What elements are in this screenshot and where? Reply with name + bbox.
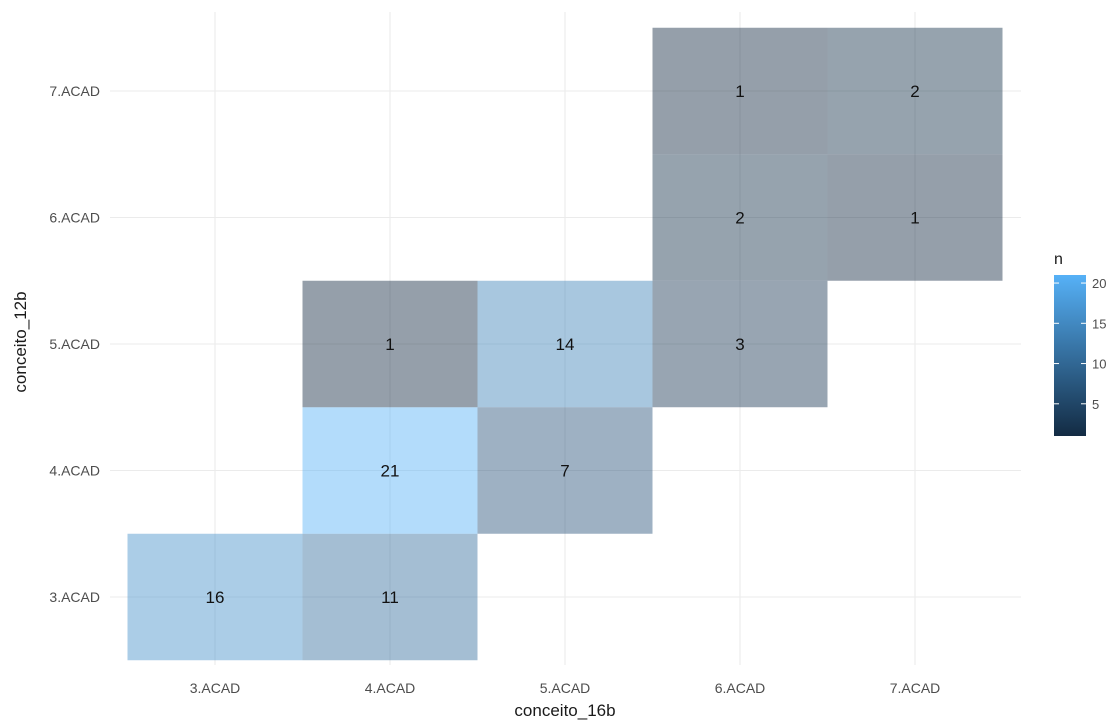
- heatmap-cells: [127, 27, 1003, 661]
- cell-value-label: 14: [556, 335, 575, 354]
- heatmap-cell: [302, 280, 478, 408]
- heatmap-cell: [302, 533, 478, 661]
- cell-value-label: 21: [381, 462, 400, 481]
- legend-tick-label: 20: [1092, 276, 1106, 291]
- cell-value-label: 2: [735, 209, 744, 228]
- cell-value-label: 11: [381, 588, 399, 607]
- y-axis-title: conceito_12b: [11, 291, 30, 392]
- x-tick-label: 6.ACAD: [715, 680, 766, 696]
- legend-tick-label: 10: [1092, 357, 1106, 372]
- heatmap-cell: [477, 407, 653, 534]
- heatmap-cell: [477, 280, 653, 408]
- heatmap-cell: [652, 27, 828, 155]
- cell-value-label: 3: [735, 335, 744, 354]
- heatmap-cell: [827, 27, 1003, 155]
- cell-value-label: 1: [735, 82, 744, 101]
- cell-value-label: 7: [560, 462, 569, 481]
- cell-value-label: 1: [910, 209, 919, 228]
- x-axis-title: conceito_16b: [514, 701, 615, 720]
- heatmap-cell: [652, 154, 828, 281]
- heatmap-cell: [652, 280, 828, 408]
- fill-legend: n 5 10 15 20: [1054, 251, 1106, 436]
- legend-ticks: 5 10 15 20: [1054, 276, 1106, 412]
- y-axis-tick-labels: 3.ACAD 4.ACAD 5.ACAD 6.ACAD 7.ACAD: [49, 83, 100, 605]
- legend-title: n: [1054, 251, 1063, 268]
- panel-gridlines: [110, 12, 1021, 665]
- y-tick-label: 6.ACAD: [49, 210, 100, 226]
- legend-tick-label: 5: [1092, 397, 1099, 412]
- x-axis-tick-labels: 3.ACAD 4.ACAD 5.ACAD 6.ACAD 7.ACAD: [190, 680, 941, 696]
- legend-colorbar: [1054, 275, 1086, 436]
- x-tick-label: 3.ACAD: [190, 680, 241, 696]
- y-tick-label: 3.ACAD: [49, 589, 100, 605]
- heatmap-cell: [827, 154, 1003, 281]
- y-tick-label: 7.ACAD: [49, 83, 100, 99]
- y-tick-label: 4.ACAD: [49, 463, 100, 479]
- cell-value-label: 16: [206, 588, 225, 607]
- x-tick-label: 4.ACAD: [365, 680, 416, 696]
- heatmap-cell: [302, 407, 478, 534]
- cell-value-label: 2: [910, 82, 919, 101]
- y-tick-label: 5.ACAD: [49, 336, 100, 352]
- x-tick-label: 5.ACAD: [540, 680, 591, 696]
- x-tick-label: 7.ACAD: [890, 680, 941, 696]
- heatmap-cell: [127, 533, 303, 661]
- cell-value-label: 1: [385, 335, 394, 354]
- legend-tick-label: 15: [1092, 316, 1106, 331]
